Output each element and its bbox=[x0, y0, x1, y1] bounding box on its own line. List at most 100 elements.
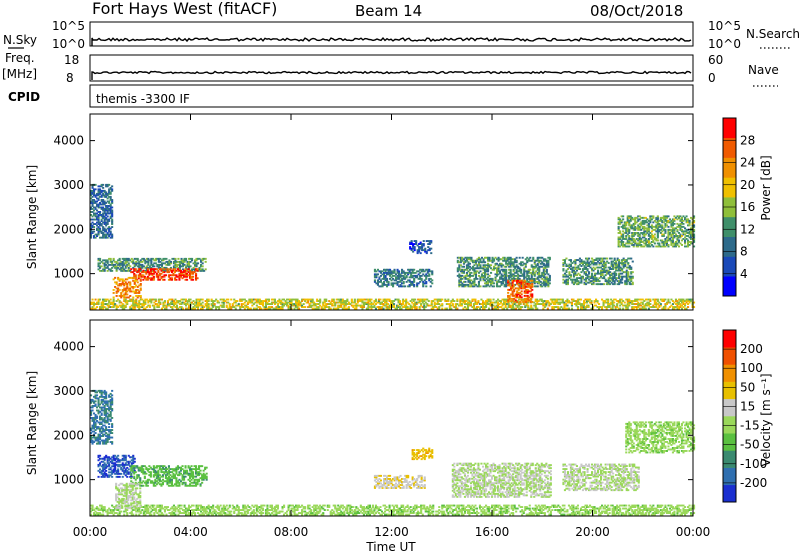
power-cell bbox=[144, 300, 147, 302]
power-cell bbox=[239, 298, 242, 301]
power-cell bbox=[102, 298, 105, 301]
power-cell bbox=[142, 259, 145, 262]
power-cell bbox=[117, 266, 120, 269]
power-cell bbox=[468, 273, 471, 276]
power-cell bbox=[278, 300, 281, 302]
power-cell bbox=[592, 259, 595, 261]
power-cell bbox=[102, 301, 105, 304]
power-cell bbox=[432, 307, 435, 310]
power-cell bbox=[99, 206, 102, 209]
velocity-cell bbox=[93, 513, 96, 516]
power-cell bbox=[246, 303, 249, 305]
power-cell bbox=[269, 306, 272, 308]
power-cell bbox=[99, 230, 102, 233]
power-cell bbox=[606, 283, 609, 286]
power-cell bbox=[518, 267, 521, 270]
power-cell bbox=[644, 238, 647, 240]
power-cell bbox=[445, 303, 448, 305]
power-cell bbox=[628, 266, 631, 269]
power-cell bbox=[664, 222, 667, 225]
power-cell bbox=[624, 280, 627, 283]
power-cell bbox=[141, 266, 144, 269]
power-cell bbox=[508, 256, 511, 259]
power-cell bbox=[431, 273, 434, 276]
power-cell bbox=[541, 271, 544, 274]
power-cell bbox=[353, 298, 356, 301]
power-cell bbox=[533, 279, 536, 282]
power-cell bbox=[136, 295, 139, 297]
power-cell bbox=[592, 262, 595, 264]
power-cell bbox=[191, 307, 194, 310]
power-cell bbox=[680, 307, 683, 310]
power-cell bbox=[186, 303, 189, 305]
power-cell bbox=[172, 257, 175, 260]
power-cell bbox=[673, 307, 676, 310]
power-cell bbox=[99, 227, 102, 230]
power-cell bbox=[200, 269, 203, 272]
power-cell bbox=[96, 215, 99, 218]
power-cell bbox=[583, 265, 586, 267]
power-cell bbox=[517, 288, 520, 291]
power-cell bbox=[99, 262, 102, 265]
power-cell bbox=[554, 298, 557, 301]
power-cell bbox=[375, 276, 378, 279]
power-cell bbox=[212, 300, 215, 302]
power-cell bbox=[526, 291, 529, 294]
power-cell bbox=[568, 263, 571, 266]
power-cell bbox=[352, 306, 355, 308]
power-cell bbox=[600, 262, 603, 264]
power-cell bbox=[638, 239, 641, 242]
power-cell bbox=[627, 280, 630, 283]
power-cell bbox=[398, 276, 401, 279]
power-cell bbox=[99, 212, 102, 215]
power-cell bbox=[90, 236, 93, 239]
power-cell bbox=[124, 287, 127, 290]
power-cell bbox=[180, 301, 183, 304]
power-cell bbox=[592, 269, 595, 272]
power-cell bbox=[617, 227, 620, 230]
power-cell bbox=[544, 259, 547, 262]
power-cell bbox=[311, 300, 314, 302]
power-cell bbox=[665, 303, 668, 305]
velocity-cell bbox=[142, 513, 145, 516]
power-cell bbox=[615, 268, 618, 270]
power-cell bbox=[594, 268, 597, 270]
power-cell bbox=[503, 283, 506, 286]
power-cell bbox=[416, 252, 419, 255]
power-cell bbox=[526, 280, 529, 283]
power-cell bbox=[667, 219, 670, 222]
power-cell bbox=[662, 233, 665, 236]
power-cell bbox=[541, 273, 544, 276]
power-cell bbox=[396, 268, 399, 271]
power-cell bbox=[637, 224, 640, 227]
power-cell bbox=[661, 241, 664, 243]
power-cell bbox=[622, 275, 625, 278]
power-cell bbox=[106, 307, 109, 310]
power-cell bbox=[435, 298, 438, 301]
power-cell bbox=[525, 297, 528, 300]
power-cell bbox=[693, 236, 696, 239]
power-cell bbox=[189, 277, 192, 280]
power-cell bbox=[513, 284, 516, 287]
power-cell bbox=[424, 301, 427, 304]
power-cell bbox=[597, 272, 600, 275]
power-cell bbox=[687, 306, 690, 308]
power-cell bbox=[578, 277, 581, 280]
power-cell bbox=[266, 307, 269, 310]
power-cell bbox=[542, 274, 545, 277]
power-cell bbox=[650, 306, 653, 308]
power-cell bbox=[412, 304, 415, 307]
power-cell bbox=[187, 274, 190, 277]
power-cell bbox=[617, 300, 620, 302]
power-cell bbox=[524, 258, 527, 261]
power-cell bbox=[656, 230, 659, 233]
power-cell bbox=[183, 275, 186, 278]
power-cell bbox=[106, 227, 109, 230]
power-cell bbox=[485, 282, 488, 285]
power-cell bbox=[398, 270, 401, 273]
power-cell bbox=[441, 303, 444, 305]
power-cell bbox=[467, 274, 470, 277]
power-cell bbox=[147, 259, 150, 262]
power-cell bbox=[135, 284, 138, 287]
power-cell bbox=[609, 266, 612, 269]
